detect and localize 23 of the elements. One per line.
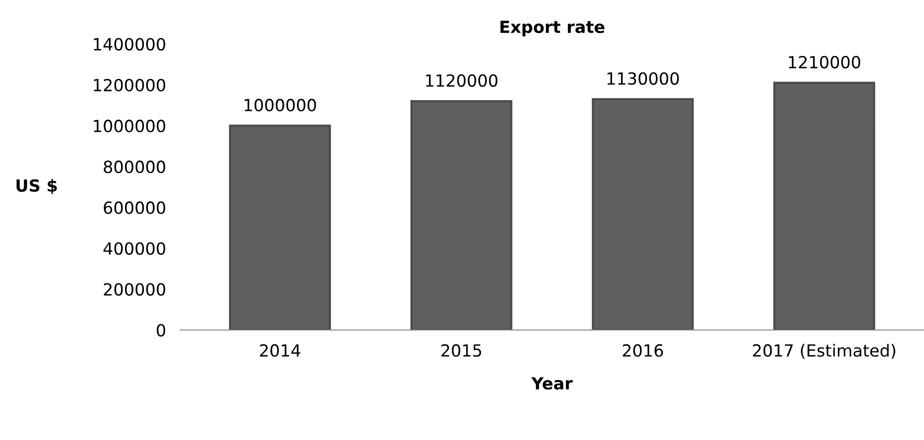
y-tick-label: 1400000 xyxy=(94,38,166,51)
data-label: 1210000 xyxy=(788,56,860,68)
data-label: 1130000 xyxy=(608,72,679,85)
bar xyxy=(229,124,331,330)
y-tick-label: 400000 xyxy=(103,242,166,255)
y-tick-label: 0 xyxy=(156,324,166,337)
y-tick-label: 1200000 xyxy=(94,78,166,92)
x-axis-title: Year xyxy=(531,377,573,390)
y-tick-label: 200000 xyxy=(104,283,166,296)
bar xyxy=(592,98,694,330)
x-tick-label: 2017 (Estimated) xyxy=(752,344,896,359)
data-label: 1120000 xyxy=(426,74,498,87)
y-tick-label: 800000 xyxy=(104,160,166,174)
chart-title: Export rate xyxy=(500,20,604,36)
x-tick-label: 2014 xyxy=(260,344,300,357)
x-tick-label: 2015 xyxy=(441,344,482,357)
y-axis-title: US $ xyxy=(16,178,57,194)
bar xyxy=(410,100,512,330)
y-tick-label: 1000000 xyxy=(94,120,166,132)
y-tick-label: 600000 xyxy=(104,201,166,214)
data-label: 1000000 xyxy=(244,98,316,112)
x-tick-label: 2016 xyxy=(622,344,663,357)
bar xyxy=(773,82,876,330)
